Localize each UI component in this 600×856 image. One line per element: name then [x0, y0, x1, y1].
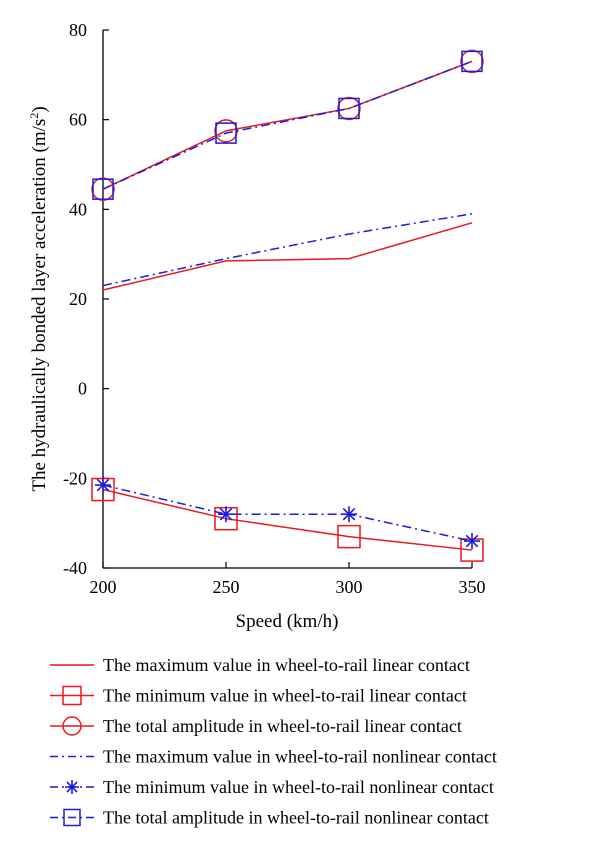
y-axis-title: The hydraulically bonded layer accelerat…: [27, 106, 50, 491]
series-line: [102, 488, 473, 551]
data-point: [92, 178, 114, 200]
legend-label: The total amplitude in wheel-to-rail lin…: [103, 716, 462, 736]
series-line: [102, 60, 473, 190]
data-point: [460, 49, 484, 74]
data-point: [215, 122, 237, 144]
data-point: [337, 96, 361, 121]
legend-item: The maximum value in wheel-to-rail linea…: [50, 655, 470, 675]
data-point: [338, 97, 360, 120]
y-tick-label: 0: [78, 379, 87, 399]
legend-marker: [63, 808, 81, 827]
data-point: [91, 177, 115, 201]
legend-label: The minimum value in wheel-to-rail linea…: [103, 686, 467, 706]
series-1: [102, 222, 473, 291]
legend-item: The minimum value in wheel-to-rail linea…: [50, 686, 467, 706]
y-tick-label: 40: [69, 199, 87, 219]
series-line: [102, 60, 473, 190]
data-point: [464, 533, 480, 550]
legend-item: The total amplitude in wheel-to-rail non…: [50, 808, 489, 828]
legend-label: The total amplitude in wheel-to-rail non…: [103, 808, 489, 828]
legend-label: The maximum value in wheel-to-rail linea…: [103, 655, 470, 675]
series-5: [95, 477, 480, 550]
series-line: [102, 484, 473, 542]
data-point: [461, 50, 483, 73]
series-3: [91, 49, 484, 201]
y-tick-label: -20: [63, 468, 87, 488]
legend-marker: [65, 780, 79, 794]
y-tick-label: 80: [69, 20, 87, 40]
legend-label: The maximum value in wheel-to-rail nonli…: [103, 747, 497, 767]
data-point: [337, 524, 361, 549]
data-point: [218, 506, 234, 523]
y-tick-label: -40: [63, 558, 87, 578]
series-4: [102, 213, 473, 287]
y-tick-label: 20: [69, 289, 87, 309]
legend-item: The total amplitude in wheel-to-rail lin…: [50, 716, 462, 736]
legend-label: The minimum value in wheel-to-rail nonli…: [103, 777, 494, 797]
plot-area: [91, 49, 484, 562]
x-tick-label: 200: [90, 577, 117, 597]
series-6: [92, 50, 483, 200]
series-line: [102, 213, 473, 287]
x-tick-label: 250: [213, 577, 240, 597]
series-2: [91, 477, 484, 562]
x-tick-label: 350: [459, 577, 486, 597]
legend: The maximum value in wheel-to-rail linea…: [50, 655, 497, 828]
data-point: [341, 506, 357, 523]
x-axis-title: Speed (km/h): [236, 611, 339, 632]
legend-item: The maximum value in wheel-to-rail nonli…: [50, 747, 497, 767]
legend-marker: [62, 685, 82, 706]
x-tick-label: 300: [336, 577, 363, 597]
y-tick-label: 60: [69, 110, 87, 130]
legend-item: The minimum value in wheel-to-rail nonli…: [50, 777, 494, 797]
legend-marker: [62, 716, 82, 736]
series-line: [102, 222, 473, 291]
data-point: [95, 477, 111, 494]
axes: -40 -20 0 20 40 60 80 200 250 300 350: [63, 20, 486, 597]
